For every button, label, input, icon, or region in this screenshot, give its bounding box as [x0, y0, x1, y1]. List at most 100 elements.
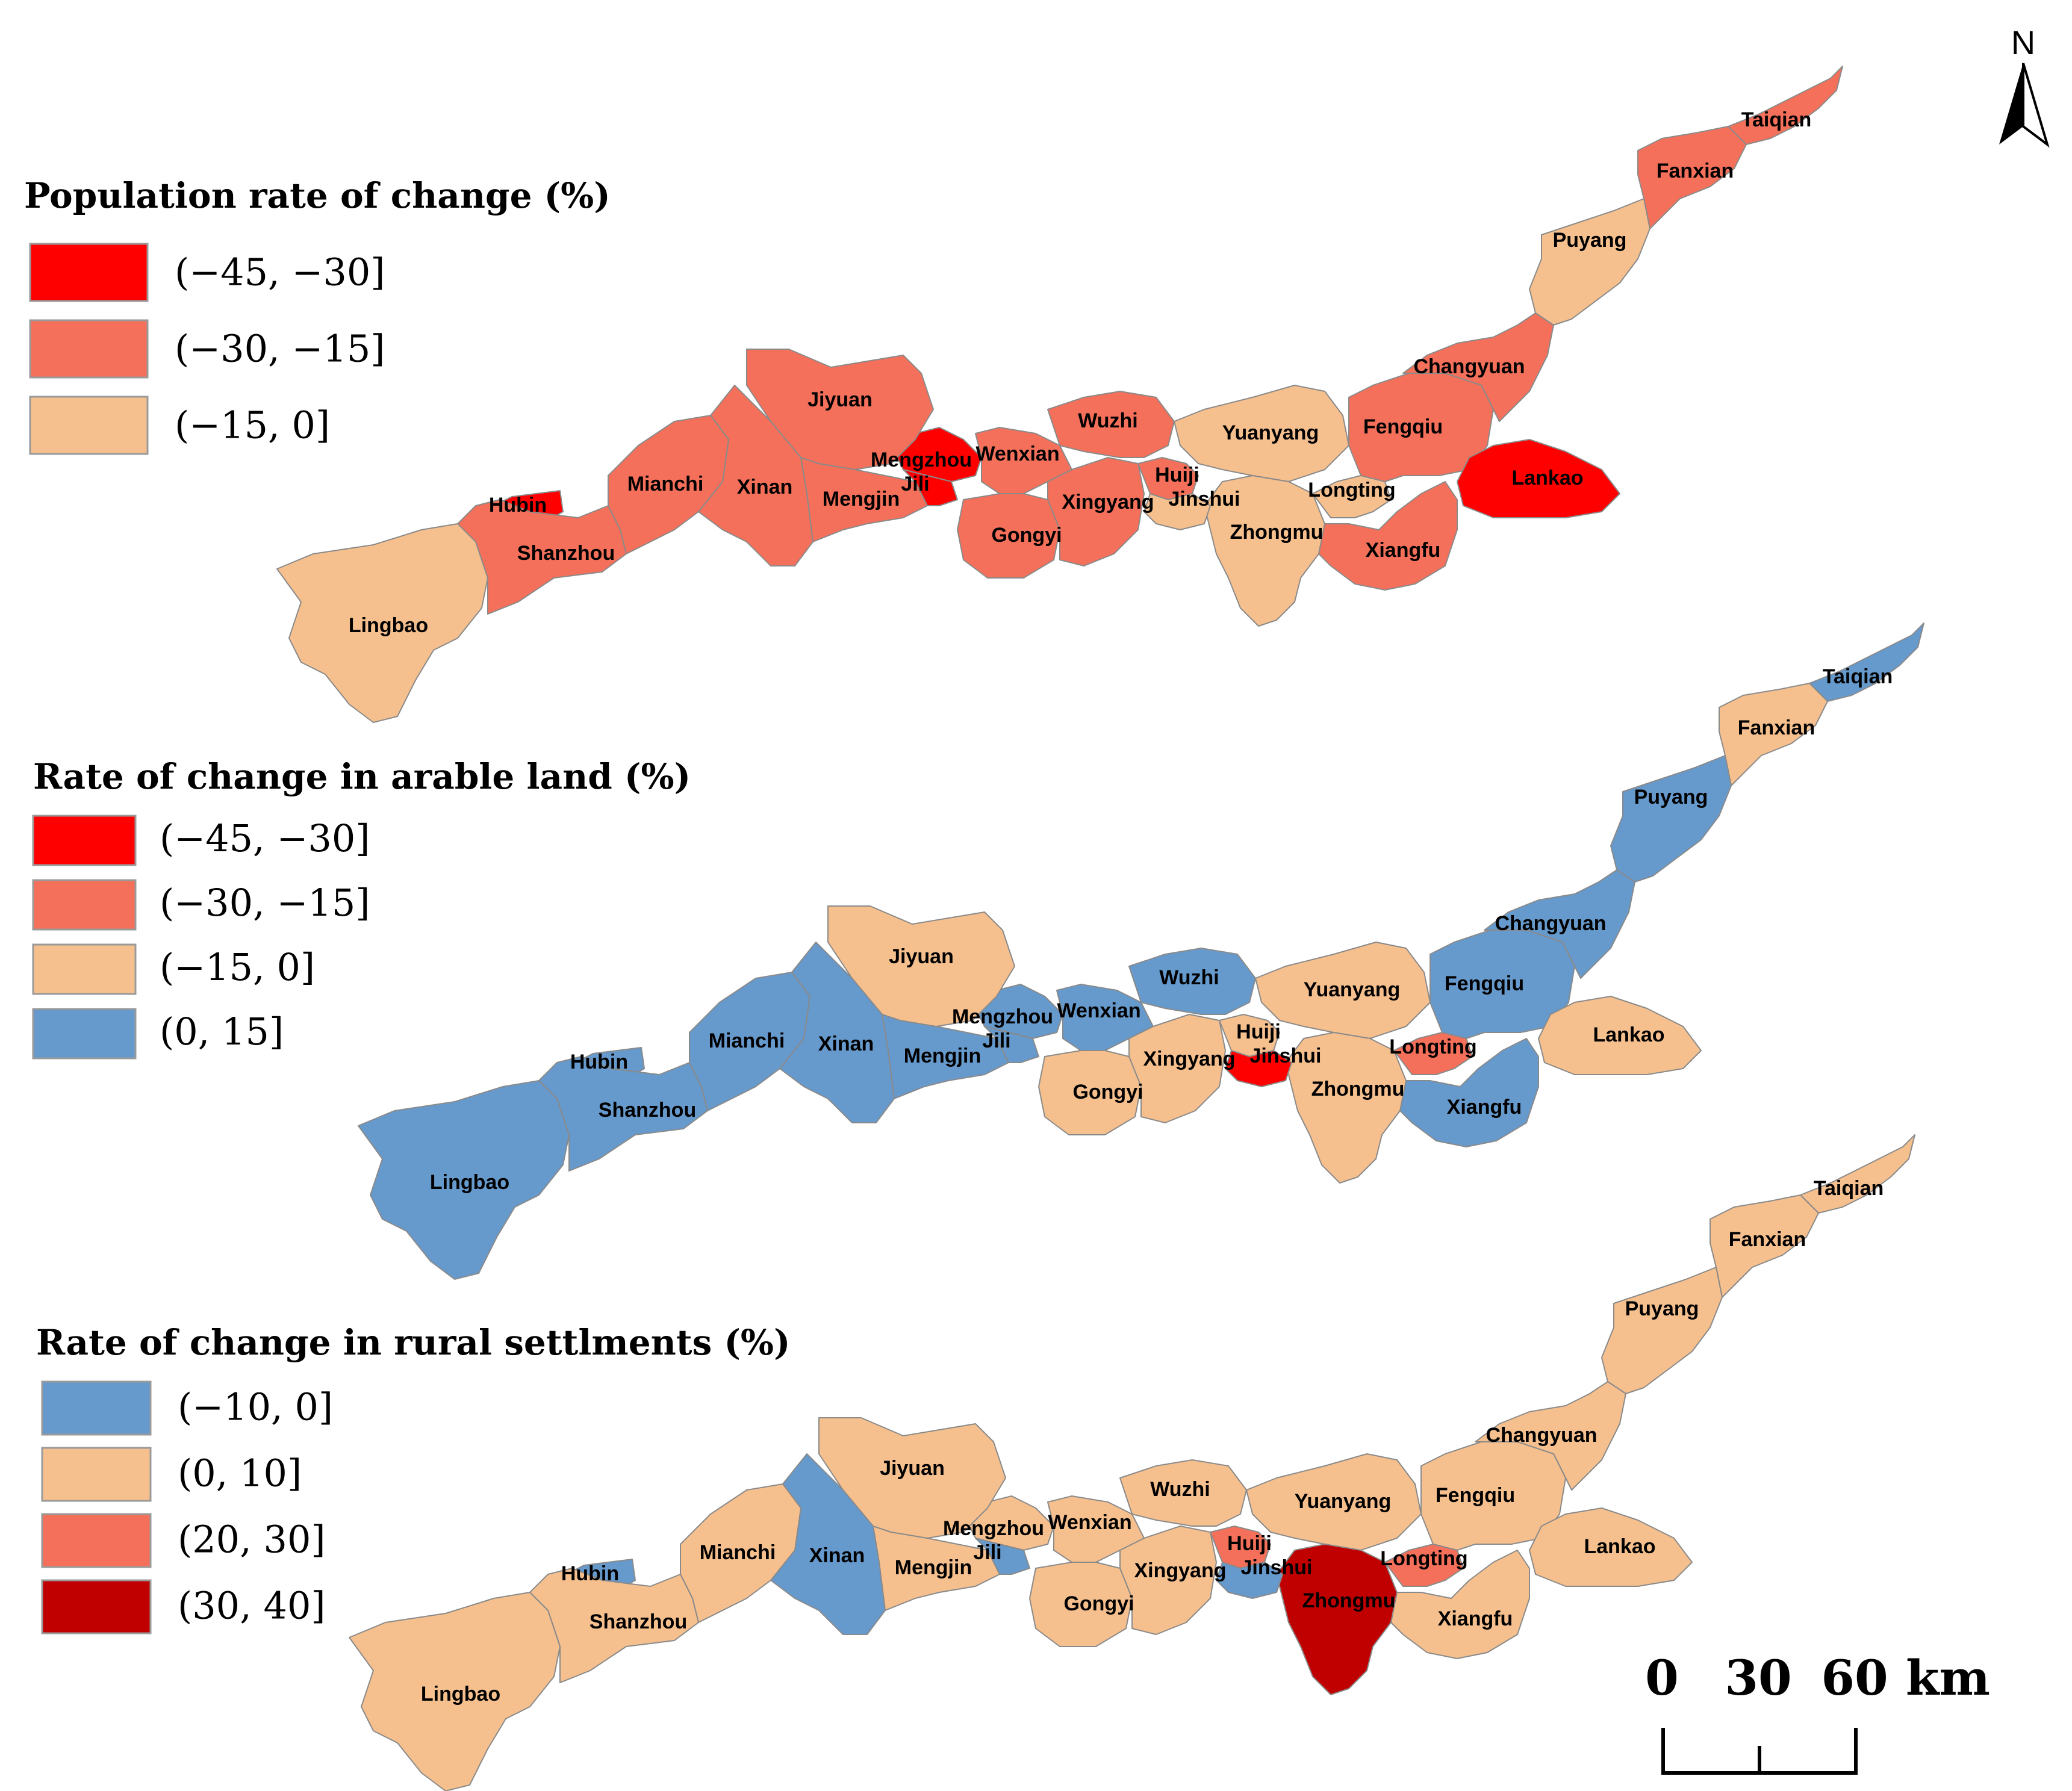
county-label-jiyuan: Jiyuan: [880, 1457, 945, 1480]
county-label-jinshui: Jinshui: [1240, 1556, 1312, 1579]
county-label-jili: Jili: [982, 1029, 1010, 1052]
county-yuanyang: [1246, 1453, 1422, 1551]
legend-swatch: [41, 1513, 152, 1568]
county-label-taiqian: Taiqian: [1823, 665, 1893, 688]
county-label-gongyi: Gongyi: [1072, 1081, 1143, 1103]
county-wenxian: [1047, 1495, 1145, 1563]
county-lingbao: [358, 1080, 570, 1280]
county-label-zhongmu: Zhongmu: [1311, 1078, 1405, 1100]
legend-label: (−15, 0]: [160, 945, 315, 989]
county-yuanyang: [1255, 942, 1431, 1039]
county-label-lingbao: Lingbao: [421, 1683, 500, 1706]
county-label-wenxian: Wenxian: [1048, 1511, 1131, 1534]
north-arrow-right-icon: [2022, 63, 2050, 148]
county-label-changyuan: Changyuan: [1495, 912, 1606, 935]
county-label-xinan: Xinan: [818, 1032, 874, 1055]
county-label-mianchi: Mianchi: [627, 473, 704, 495]
county-label-jinshui: Jinshui: [1249, 1044, 1321, 1067]
county-fanxian: [1719, 683, 1828, 786]
county-label-xiangfu: Xiangfu: [1447, 1096, 1522, 1119]
county-label-zhongmu: Zhongmu: [1302, 1589, 1396, 1612]
north-label: N: [2011, 23, 2035, 61]
county-shanzhou: [457, 499, 627, 615]
scale-unit: km: [1906, 1650, 1990, 1706]
county-label-yuanyang: Yuanyang: [1304, 978, 1401, 1001]
county-label-wuzhi: Wuzhi: [1159, 966, 1219, 989]
county-xiangfu: [1390, 1550, 1530, 1659]
county-label-jili: Jili: [901, 473, 929, 495]
county-label-mengjin: Mengjin: [895, 1556, 972, 1579]
county-label-yuanyang: Yuanyang: [1222, 421, 1319, 444]
county-shanzhou: [529, 1568, 699, 1683]
county-wenxian: [975, 427, 1072, 494]
county-jinshui: [1225, 1050, 1292, 1087]
county-label-xiangfu: Xiangfu: [1366, 539, 1441, 562]
legend-title: Population rate of change (%): [24, 175, 611, 216]
county-label-puyang: Puyang: [1553, 229, 1627, 252]
county-label-puyang: Puyang: [1625, 1297, 1699, 1320]
county-label-wenxian: Wenxian: [975, 442, 1059, 465]
legend-swatch: [32, 943, 137, 995]
county-label-jinshui: Jinshui: [1168, 488, 1240, 511]
county-zhongmu: [1276, 1544, 1398, 1695]
county-wuzhi: [1047, 391, 1175, 458]
legend-rural-settlements: Rate of change in rural settlments (%) (−…: [36, 1322, 790, 1634]
county-label-hubin: Hubin: [561, 1562, 619, 1585]
map-panel-arable-land: Taiqian Fanxian Puyang Changyuan Fengqiu Lank…: [358, 622, 1924, 1280]
county-label-fengqiu: Fengqiu: [1445, 972, 1524, 995]
legend-swatch: [32, 815, 137, 866]
county-label-puyang: Puyang: [1634, 786, 1708, 809]
county-label-longting: Longting: [1380, 1547, 1467, 1570]
county-label-gongyi: Gongyi: [1063, 1592, 1134, 1615]
county-label-changyuan: Changyuan: [1486, 1424, 1597, 1447]
county-label-lankao: Lankao: [1593, 1023, 1664, 1046]
legend-swatch: [29, 243, 149, 302]
county-zhongmu: [1204, 475, 1325, 627]
scale-bar: 0 30 60 km: [1645, 1650, 1990, 1775]
county-puyang: [1601, 1267, 1723, 1394]
north-arrow: N: [1999, 23, 2050, 148]
county-xiangfu: [1318, 481, 1458, 591]
county-wuzhi: [1119, 1459, 1247, 1527]
county-longting: [1384, 1544, 1464, 1587]
county-xiangfu: [1399, 1038, 1539, 1147]
legend-title: Rate of change in rural settlments (%): [36, 1322, 790, 1363]
county-label-xingyang: Xingyang: [1134, 1559, 1226, 1582]
county-longting: [1312, 475, 1392, 518]
county-label-huiji: Huiji: [1227, 1532, 1272, 1555]
county-label-fengqiu: Fengqiu: [1436, 1484, 1515, 1507]
legend-label: (−30, −15]: [175, 326, 385, 370]
legend-label: (−45, −30]: [160, 816, 370, 860]
county-taiqian: [1728, 66, 1843, 145]
county-wenxian: [1056, 984, 1154, 1051]
county-label-jili: Jili: [973, 1541, 1001, 1564]
county-label-xingyang: Xingyang: [1143, 1048, 1235, 1070]
county-label-lingbao: Lingbao: [430, 1171, 509, 1194]
legend-swatch: [29, 319, 149, 379]
county-label-lankao: Lankao: [1511, 467, 1583, 489]
county-yuanyang: [1174, 385, 1349, 482]
county-label-mengzhou: Mengzhou: [943, 1517, 1044, 1540]
county-label-mengjin: Mengjin: [904, 1044, 981, 1067]
county-jinshui: [1216, 1562, 1283, 1599]
county-label-wuzhi: Wuzhi: [1150, 1478, 1210, 1501]
legend-swatch: [32, 879, 137, 931]
county-label-xiangfu: Xiangfu: [1438, 1607, 1513, 1630]
county-label-shanzhou: Shanzhou: [517, 542, 615, 565]
county-label-taiqian: Taiqian: [1814, 1177, 1884, 1200]
legend-swatch: [32, 1008, 137, 1060]
county-label-hubin: Hubin: [570, 1051, 628, 1073]
county-label-fanxian: Fanxian: [1729, 1228, 1806, 1251]
legend-swatch: [41, 1380, 152, 1436]
map-panel-rural-settlements: Taiqian Fanxian Puyang Changyuan Fengqiu Lank…: [349, 1134, 1915, 1791]
county-label-fanxian: Fanxian: [1738, 716, 1815, 739]
county-puyang: [1529, 198, 1650, 326]
county-label-mianchi: Mianchi: [709, 1029, 785, 1052]
county-label-fengqiu: Fengqiu: [1363, 415, 1443, 438]
county-label-wuzhi: Wuzhi: [1078, 409, 1137, 432]
county-label-mengzhou: Mengzhou: [952, 1005, 1053, 1028]
legend-label: (−45, −30]: [175, 250, 385, 294]
county-label-lankao: Lankao: [1584, 1535, 1655, 1558]
county-lankao: [1538, 996, 1702, 1075]
county-label-mianchi: Mianchi: [700, 1541, 776, 1564]
